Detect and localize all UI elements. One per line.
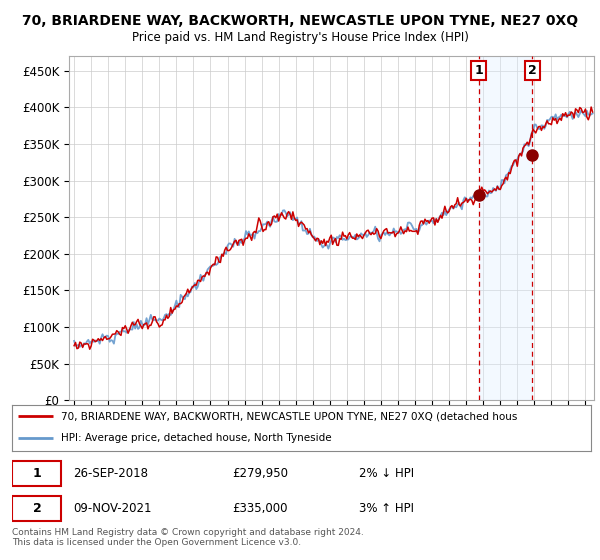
Text: £335,000: £335,000 [232,502,287,515]
FancyBboxPatch shape [12,496,61,521]
Text: 70, BRIARDENE WAY, BACKWORTH, NEWCASTLE UPON TYNE, NE27 0XQ (detached hous: 70, BRIARDENE WAY, BACKWORTH, NEWCASTLE … [61,412,518,421]
Text: 1: 1 [475,64,484,77]
Text: 1: 1 [32,466,41,480]
Text: 3% ↑ HPI: 3% ↑ HPI [359,502,415,515]
Text: 09-NOV-2021: 09-NOV-2021 [73,502,151,515]
Text: £279,950: £279,950 [232,466,288,480]
Text: 70, BRIARDENE WAY, BACKWORTH, NEWCASTLE UPON TYNE, NE27 0XQ: 70, BRIARDENE WAY, BACKWORTH, NEWCASTLE … [22,14,578,28]
Text: HPI: Average price, detached house, North Tyneside: HPI: Average price, detached house, Nort… [61,433,332,443]
Text: Contains HM Land Registry data © Crown copyright and database right 2024.
This d: Contains HM Land Registry data © Crown c… [12,528,364,547]
Text: 2: 2 [528,64,536,77]
Text: 26-SEP-2018: 26-SEP-2018 [73,466,148,480]
Bar [479,56,532,400]
Text: 2: 2 [32,502,41,515]
FancyBboxPatch shape [12,460,61,486]
Text: 2% ↓ HPI: 2% ↓ HPI [359,466,415,480]
Text: Price paid vs. HM Land Registry's House Price Index (HPI): Price paid vs. HM Land Registry's House … [131,31,469,44]
